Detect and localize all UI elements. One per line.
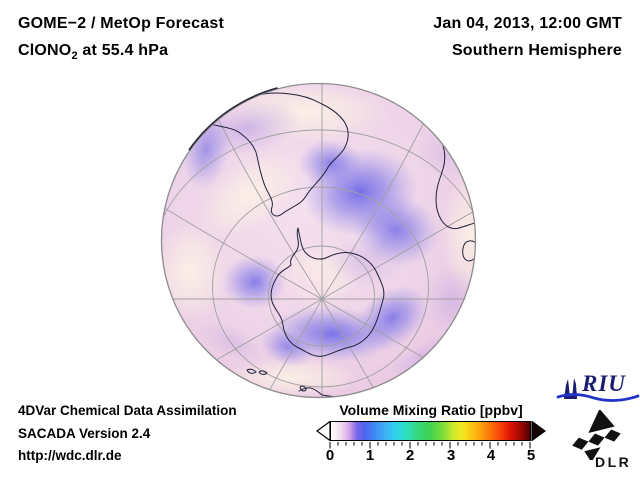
- colorbar-title: Volume Mixing Ratio [ppbv]: [339, 402, 523, 418]
- colorbar-right-arrow-icon: [531, 421, 546, 441]
- dlr-bird-icon: [572, 408, 621, 463]
- dlr-logo: DLR: [570, 408, 634, 472]
- datetime-label: Jan 04, 2013, 12:00 GMT: [433, 15, 622, 32]
- hemisphere-label: Southern Hemisphere: [451, 42, 622, 59]
- credit-line-version: SACADA Version 2.4: [18, 425, 151, 441]
- page-title: GOME−2 / MetOp Forecast: [18, 15, 224, 32]
- credit-line-url: http://wdc.dlr.de: [18, 448, 122, 463]
- credits-block: 4DVar Chemical Data Assimilation SACADA …: [18, 400, 237, 468]
- graticule: [161, 83, 476, 398]
- riu-logo: RIU: [556, 370, 640, 404]
- coast-madagascar: [462, 240, 476, 262]
- globe-rim-dark-arc: [188, 87, 278, 151]
- riu-logo-text: RIU: [582, 371, 626, 396]
- colorbar-tick-label-3: 3: [446, 447, 456, 464]
- colorbar-tick-label-5: 5: [526, 447, 536, 464]
- riu-wave-icon: [556, 393, 640, 402]
- datetime-block: Jan 04, 2013, 12:00 GMT Southern Hemisph…: [433, 10, 622, 64]
- coast-islands-left: [246, 368, 268, 375]
- colorbar-tick-label-1: 1: [365, 447, 375, 464]
- colorbar-gradient: [330, 421, 531, 441]
- coast-south-america: [206, 92, 349, 217]
- species-level-line: ClONO2 at 55.4 hPa: [18, 42, 169, 63]
- subscript: 2: [71, 50, 78, 63]
- colorbar-tick-label-0: 0: [325, 447, 335, 464]
- colorbar-ticks: [329, 442, 531, 449]
- colorbar-tick-label-4: 4: [486, 447, 496, 464]
- colorbar-tick-label-2: 2: [405, 447, 415, 464]
- title-block: GOME−2 / MetOp Forecast ClONO2 at 55.4 h…: [18, 10, 224, 70]
- coast-antarctica: [270, 227, 385, 357]
- credit-line-assimilation: 4DVar Chemical Data Assimilation: [18, 403, 237, 418]
- colorbar-left-arrow-icon: [316, 421, 331, 441]
- globe-rim: [160, 82, 477, 399]
- dlr-logo-text: DLR: [595, 454, 632, 470]
